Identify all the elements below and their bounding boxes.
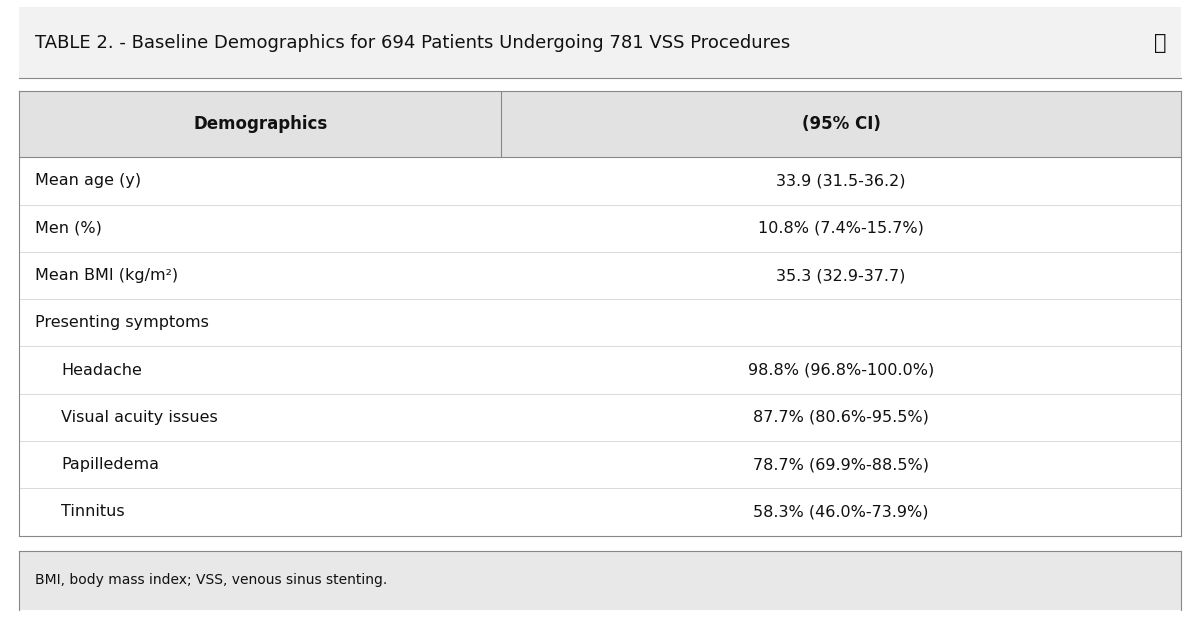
- Bar: [19, 157, 1181, 536]
- Text: 58.3% (46.0%-73.9%): 58.3% (46.0%-73.9%): [754, 505, 929, 520]
- Text: Mean age (y): Mean age (y): [35, 173, 140, 188]
- Text: 78.7% (69.9%-88.5%): 78.7% (69.9%-88.5%): [754, 457, 929, 472]
- Bar: [19, 7, 1181, 78]
- Text: Tinnitus: Tinnitus: [61, 505, 125, 520]
- Text: 33.9 (31.5-36.2): 33.9 (31.5-36.2): [776, 173, 906, 188]
- Text: Presenting symptoms: Presenting symptoms: [35, 315, 209, 330]
- Text: 98.8% (96.8%-100.0%): 98.8% (96.8%-100.0%): [748, 363, 934, 378]
- Text: ⤢: ⤢: [1154, 33, 1166, 53]
- Text: Men (%): Men (%): [35, 221, 102, 236]
- Bar: [19, 551, 1181, 610]
- Text: TABLE 2. - Baseline Demographics for 694 Patients Undergoing 781 VSS Procedures: TABLE 2. - Baseline Demographics for 694…: [35, 34, 790, 52]
- Text: Mean BMI (kg/m²): Mean BMI (kg/m²): [35, 268, 178, 283]
- Text: 10.8% (7.4%-15.7%): 10.8% (7.4%-15.7%): [758, 221, 924, 236]
- Text: Papilledema: Papilledema: [61, 457, 160, 472]
- Text: Visual acuity issues: Visual acuity issues: [61, 410, 218, 425]
- Text: 35.3 (32.9-37.7): 35.3 (32.9-37.7): [776, 268, 906, 283]
- Text: 87.7% (80.6%-95.5%): 87.7% (80.6%-95.5%): [754, 410, 929, 425]
- Text: Headache: Headache: [61, 363, 142, 378]
- Text: (95% CI): (95% CI): [802, 115, 881, 133]
- Text: BMI, body mass index; VSS, venous sinus stenting.: BMI, body mass index; VSS, venous sinus …: [35, 573, 388, 587]
- Bar: [19, 91, 1181, 157]
- Text: Demographics: Demographics: [193, 115, 328, 133]
